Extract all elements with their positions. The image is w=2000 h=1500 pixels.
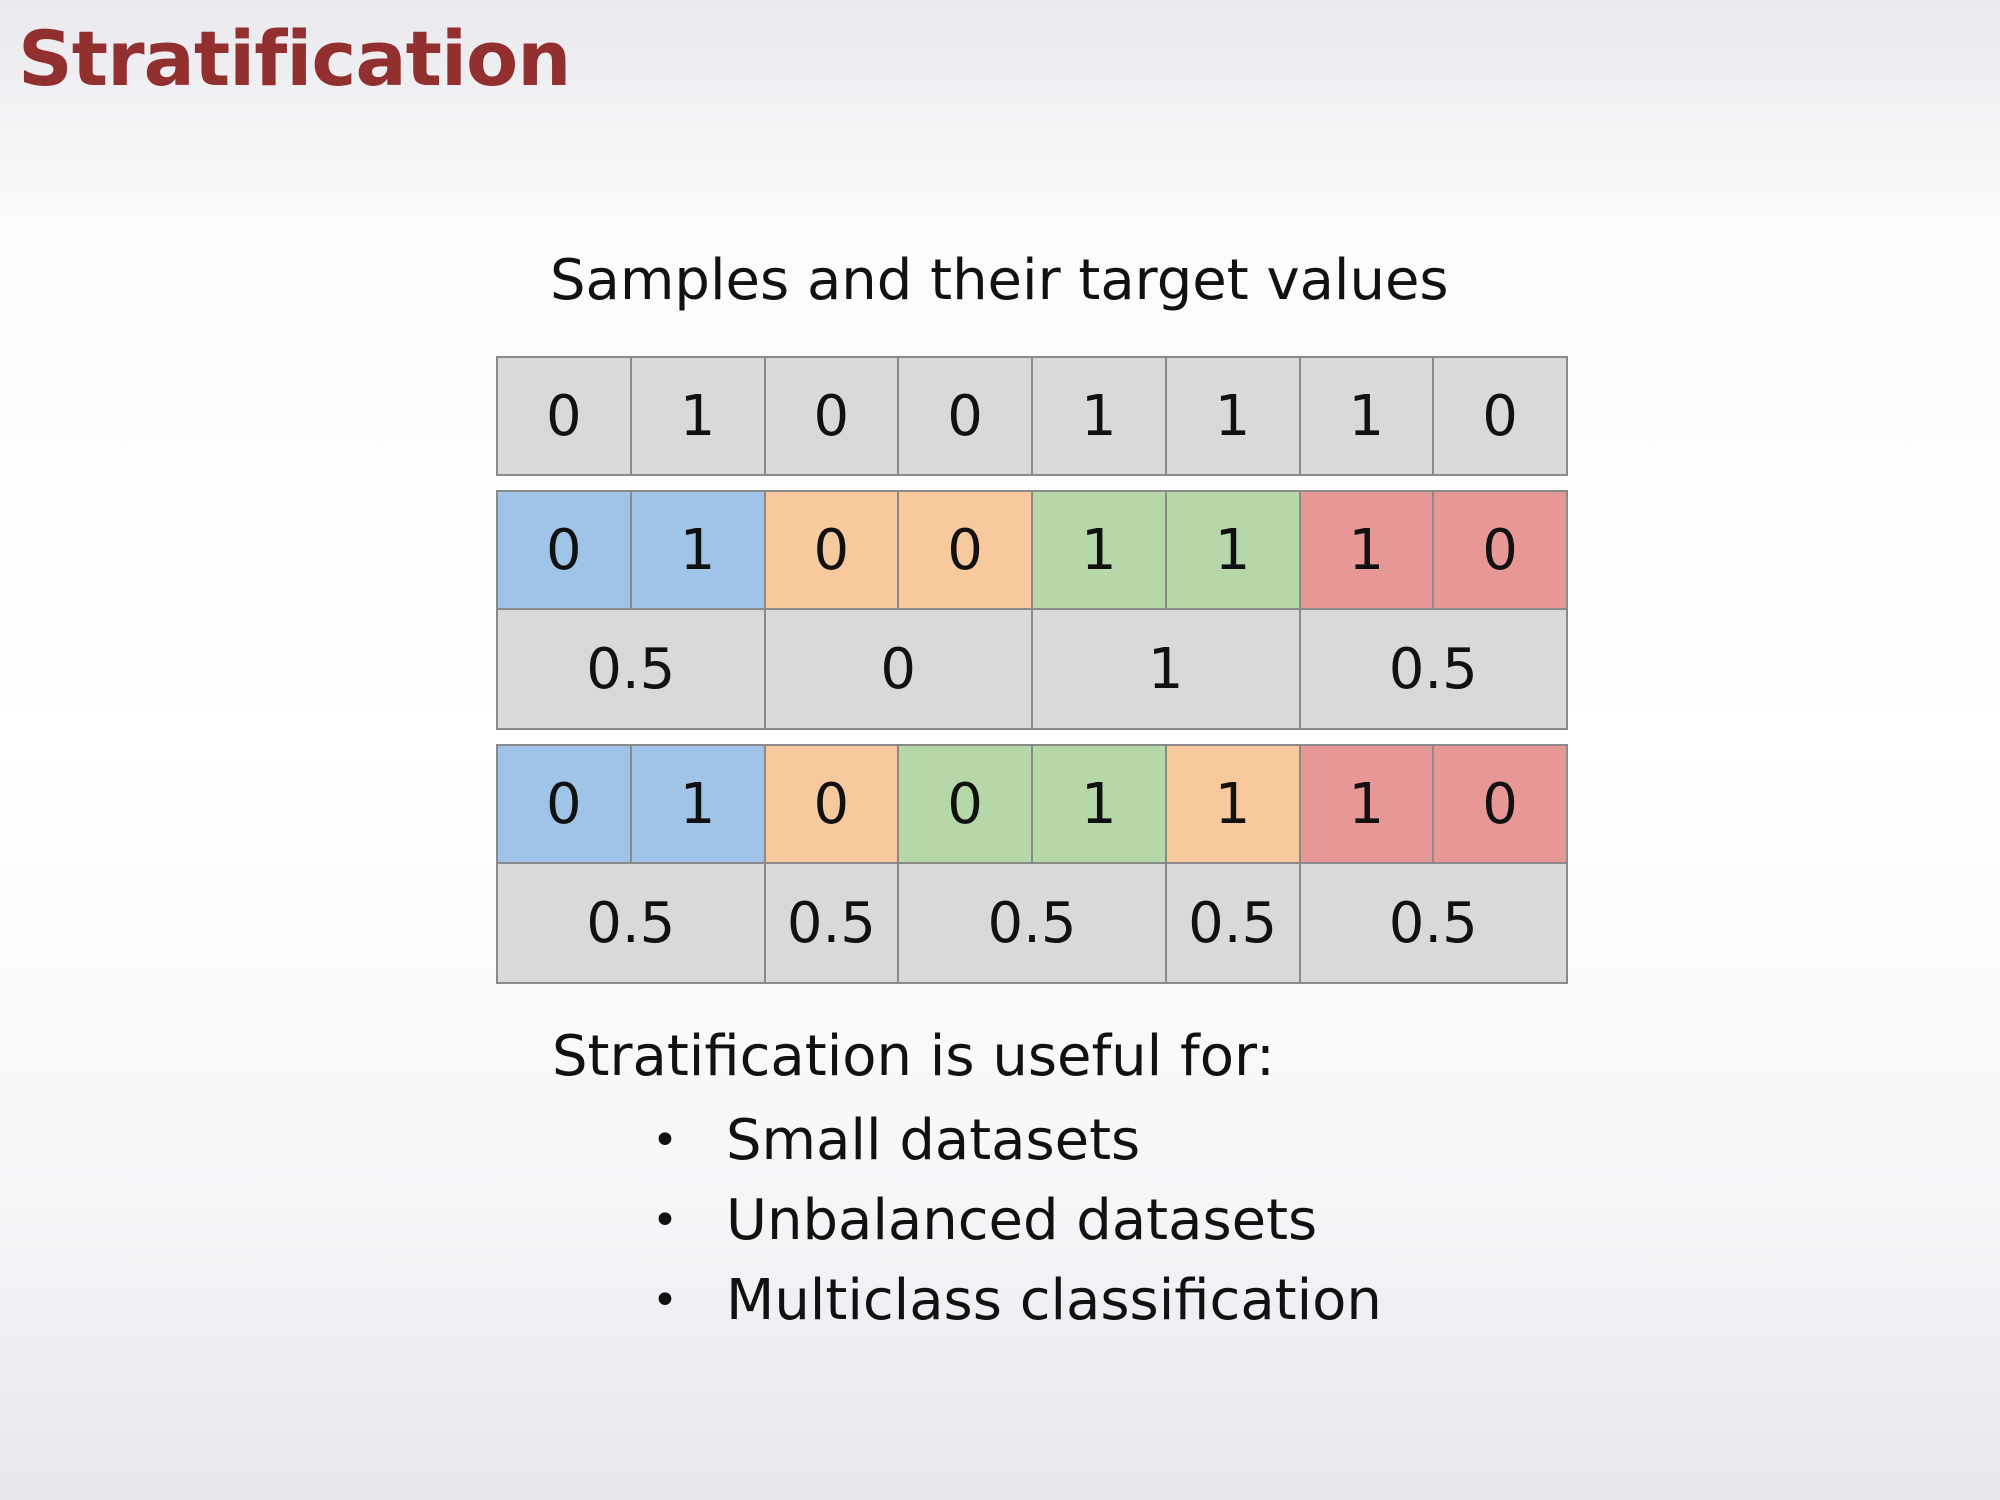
bullet-icon: •: [652, 1194, 678, 1246]
sample-cell: 0: [496, 356, 632, 476]
list-item: • Multiclass classification: [652, 1260, 1382, 1340]
stratified-fold-mean-cell: 0.5: [1164, 862, 1301, 984]
stratified-split-means-row: 0.5 0.5 0.5 0.5 0.5: [496, 862, 1568, 984]
stratification-note: Stratification is useful for:: [552, 1024, 1275, 1089]
sample-cell: 1: [1031, 356, 1167, 476]
stratified-fold-cell-green: 0: [897, 744, 1033, 864]
slide-title: Stratification: [18, 14, 571, 103]
plain-fold-mean-cell: 0.5: [496, 608, 766, 730]
stratified-fold-cell-blue: 1: [629, 744, 766, 864]
list-item-label: Small datasets: [726, 1107, 1141, 1173]
plain-fold-mean-cell: 0.5: [1298, 608, 1568, 730]
list-item-label: Unbalanced datasets: [726, 1187, 1318, 1253]
plain-fold-cell-green: 1: [1031, 490, 1167, 610]
sample-cell: 0: [1432, 356, 1568, 476]
stratified-fold-cell-green: 1: [1031, 744, 1167, 864]
stratified-fold-cell-blue: 0: [496, 744, 632, 864]
stratified-fold-mean-cell: 0.5: [496, 862, 766, 984]
sample-cell: 1: [629, 356, 766, 476]
stratified-fold-mean-cell: 0.5: [763, 862, 900, 984]
plain-split-means-row: 0.5 0 1 0.5: [496, 608, 1568, 730]
stratified-fold-mean-cell: 0.5: [897, 862, 1167, 984]
plain-fold-mean-cell: 1: [1031, 608, 1301, 730]
stratified-fold-cell-red: 0: [1432, 744, 1568, 864]
sample-cell: 0: [897, 356, 1033, 476]
stratified-fold-cell-orange: 0: [763, 744, 900, 864]
plain-fold-cell-red: 0: [1432, 490, 1568, 610]
uses-list: • Small datasets • Unbalanced datasets • Mu…: [652, 1100, 1382, 1340]
plain-fold-mean-cell: 0: [763, 608, 1033, 730]
plain-fold-cell-blue: 1: [629, 490, 766, 610]
sample-cell: 1: [1164, 356, 1301, 476]
bullet-icon: •: [652, 1114, 678, 1166]
sample-cell: 0: [763, 356, 900, 476]
list-item: • Unbalanced datasets: [652, 1180, 1382, 1260]
plain-fold-cell-orange: 0: [763, 490, 900, 610]
plain-fold-cell-blue: 0: [496, 490, 632, 610]
plain-fold-cell-red: 1: [1298, 490, 1435, 610]
list-item-label: Multiclass classification: [726, 1267, 1382, 1333]
list-item: • Small datasets: [652, 1100, 1382, 1180]
bullet-icon: •: [652, 1274, 678, 1326]
stratified-fold-mean-cell: 0.5: [1298, 862, 1568, 984]
sample-cell: 1: [1298, 356, 1435, 476]
plain-fold-cell-orange: 0: [897, 490, 1033, 610]
samples-heading: Samples and their target values: [550, 248, 1449, 313]
plain-fold-cell-green: 1: [1164, 490, 1301, 610]
stratified-fold-cell-red: 1: [1298, 744, 1435, 864]
stratified-fold-cell-orange: 1: [1164, 744, 1301, 864]
